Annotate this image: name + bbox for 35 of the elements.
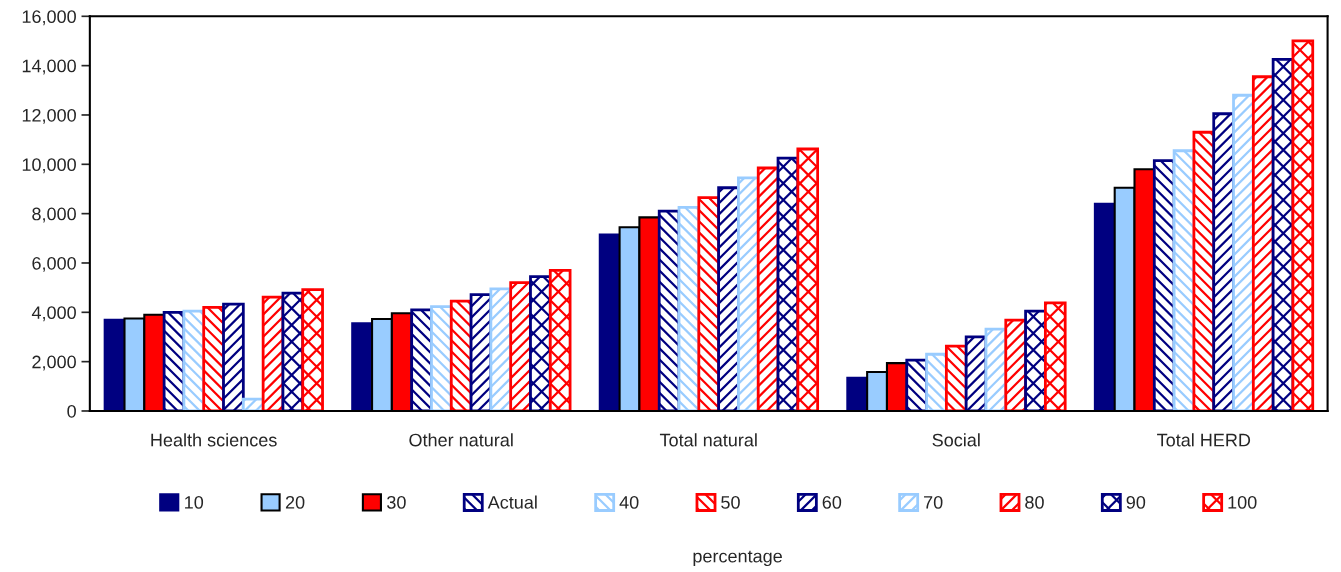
x-tick-label: Health sciences — [151, 433, 277, 447]
y-tick-label: 0 — [67, 404, 76, 418]
bar — [796, 147, 820, 411]
x-tick-label: Total HERD — [1157, 433, 1251, 447]
legend-label: 90 — [1126, 495, 1146, 509]
x-tick-label: Other natural — [409, 433, 513, 447]
bar — [351, 322, 374, 411]
y-tick-label: 8,000 — [32, 207, 76, 223]
legend-label: 70 — [924, 495, 943, 509]
y-tick-label: 14,000 — [22, 59, 76, 75]
legend-label: 30 — [387, 495, 406, 509]
bar — [301, 288, 324, 411]
bar — [1043, 301, 1067, 411]
bar — [598, 233, 621, 411]
bar — [1291, 39, 1315, 411]
legend-label: 20 — [285, 495, 305, 509]
x-tick-label: Total natural — [659, 433, 757, 447]
bar — [548, 268, 572, 411]
y-tick-label: 10,000 — [22, 158, 76, 174]
legend-label: 10 — [185, 495, 204, 509]
y-tick-label: 12,000 — [22, 108, 76, 124]
y-tick-label: 6,000 — [32, 256, 76, 272]
y-tick-label: 4,000 — [31, 306, 76, 322]
bar — [1093, 202, 1116, 411]
y-tick-label: 2,000 — [32, 355, 76, 371]
legend-label: 40 — [619, 495, 639, 509]
legend-label: 80 — [1025, 495, 1044, 509]
legend-title: percentage — [693, 550, 782, 567]
y-tick-label: 16,000 — [22, 10, 76, 26]
legend-label: 50 — [721, 495, 740, 509]
legend-label: 100 — [1228, 495, 1257, 509]
bar — [222, 302, 245, 411]
x-tick-label: Social — [932, 433, 980, 447]
legend-label: Actual — [487, 495, 537, 509]
legend-label: 60 — [822, 495, 842, 509]
